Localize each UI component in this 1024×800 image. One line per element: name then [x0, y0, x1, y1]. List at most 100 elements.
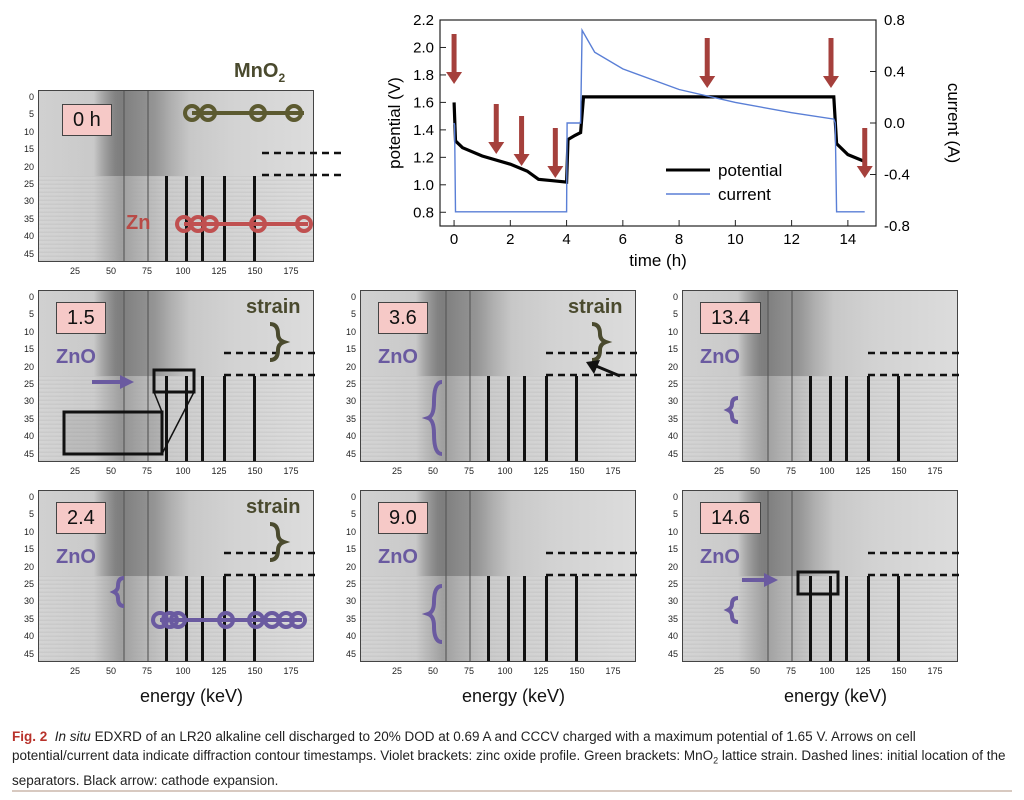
x-tick-label: 75 — [141, 266, 152, 276]
diffraction-contour — [38, 490, 314, 662]
timestamp-arrow-head — [822, 76, 839, 88]
timestamp-arrow-head — [488, 142, 505, 154]
zno-label: ZnO — [378, 546, 418, 568]
x-tick-label: 125 — [211, 266, 227, 276]
y-tick-label: 15 — [345, 344, 356, 355]
zno-label: ZnO — [56, 546, 96, 568]
y-tick-label: 15 — [23, 344, 34, 355]
y-tick-label: 10 — [345, 326, 356, 337]
x-tick-label: 8 — [675, 231, 683, 248]
series-line-current — [453, 27, 865, 213]
x-tick-label: 150 — [891, 666, 907, 676]
x-tick-label: 100 — [819, 466, 835, 476]
y-tick-label: 35 — [345, 413, 356, 424]
y2-tick-label: 0.0 — [884, 115, 905, 132]
time-label: 14.6 — [700, 502, 761, 534]
time-label: 1.5 — [56, 302, 106, 334]
annotation-overlay — [421, 322, 638, 456]
annotation-overlay — [62, 322, 316, 456]
y-tick-label: 25 — [23, 379, 34, 389]
y-tick-label: 0.8 — [413, 204, 434, 221]
y-tick-label: 0 — [672, 492, 678, 502]
x-tick-label: 25 — [69, 466, 80, 476]
x-tick-label: 100 — [175, 666, 191, 676]
caption-sub: 2 — [713, 755, 719, 766]
x-tick-label: 175 — [283, 666, 299, 676]
y-tick-label: 10 — [23, 126, 34, 137]
y-tick-label: 20 — [345, 561, 356, 572]
x-tick-label: 25 — [713, 666, 724, 676]
y-tick-label: 10 — [345, 526, 356, 537]
xaxis-title-1: energy (keV) — [140, 686, 244, 706]
y-tick-label: 5 — [28, 509, 34, 520]
caption-text-2: lattice strain. Dashed lines: initial lo… — [12, 748, 1006, 788]
y-tick-label: 1.6 — [413, 94, 434, 111]
x-tick-label: 50 — [105, 266, 116, 276]
y-tick-label: 5 — [350, 509, 356, 520]
series-line-potential — [452, 95, 866, 184]
y-tick-label: 30 — [345, 396, 356, 407]
x-tick-label: 125 — [211, 666, 227, 676]
y-tick-label: 45 — [667, 648, 678, 659]
x-tick-label: 150 — [569, 466, 585, 476]
y-tick-label: 20 — [667, 361, 678, 372]
time-label: 0 h — [62, 104, 112, 136]
y-tick-label: 40 — [667, 431, 678, 442]
y-tick-label: 0 — [672, 292, 678, 302]
timestamp-arrow-head — [547, 166, 564, 178]
y-tick-label: 5 — [672, 509, 678, 520]
y-tick-label: 25 — [667, 579, 678, 589]
y-tick-label: 30 — [23, 396, 34, 407]
x-tick-label: 175 — [605, 666, 621, 676]
y2-tick-label: 0.8 — [884, 12, 905, 29]
y-tick-label: 25 — [667, 379, 678, 389]
y-tick-label: 40 — [345, 431, 356, 442]
y-tick-label: 45 — [23, 448, 34, 459]
legend-label-potential: potential — [718, 161, 782, 180]
time-label: 13.4 — [700, 302, 761, 334]
y-tick-label: 40 — [345, 631, 356, 642]
y-tick-label: 40 — [23, 631, 34, 642]
x-tick-label: 175 — [927, 466, 943, 476]
y-tick-label: 30 — [345, 596, 356, 607]
zno-label: ZnO — [700, 346, 740, 368]
x-tick-label: 0 — [450, 231, 458, 248]
y-tick-label: 20 — [23, 161, 34, 172]
y-tick-label: 10 — [23, 526, 34, 537]
y-tick-label: 2.0 — [413, 39, 434, 56]
x-tick-label: 100 — [819, 666, 835, 676]
x-tick-label: 175 — [283, 466, 299, 476]
x-tick-label: 175 — [605, 466, 621, 476]
y-tick-label: 10 — [23, 326, 34, 337]
x-tick-label: 100 — [175, 266, 191, 276]
x-tick-label: 25 — [69, 266, 80, 276]
x-tick-label: 100 — [497, 466, 513, 476]
y-tick-label: 1.0 — [413, 177, 434, 194]
x-tick-label: 125 — [533, 466, 549, 476]
y-tick-label: 10 — [667, 526, 678, 537]
x-tick-label: 75 — [463, 666, 474, 676]
y-tick-label: 35 — [23, 213, 34, 224]
zno-label: ZnO — [700, 546, 740, 568]
plot-frame — [439, 19, 877, 227]
y-tick-label: 25 — [23, 179, 34, 189]
contour-panel-0h: 0 h MnO2 Zn 0 5 10 15 20 25 30 35 40 45 25 50 75 100 1… — [12, 60, 346, 280]
y-tick-label: 1.8 — [413, 67, 434, 84]
x-tick-label: 150 — [247, 466, 263, 476]
y-tick-label: 20 — [23, 561, 34, 572]
strain-label: strain — [246, 496, 301, 518]
x-tick-label: 50 — [427, 466, 438, 476]
annotation-overlay — [723, 351, 960, 424]
caption-rule — [12, 790, 1012, 792]
xaxis-title-2: energy (keV) — [462, 686, 566, 706]
time-label: 9.0 — [378, 502, 428, 534]
y-tick-label: 1.4 — [413, 122, 434, 139]
x-tick-label: 125 — [211, 466, 227, 476]
caption-label: Fig. 2 — [12, 729, 48, 744]
y-tick-label: 0 — [28, 92, 34, 102]
y-tick-label: 30 — [667, 396, 678, 407]
timestamp-arrow-head — [699, 76, 716, 88]
y-tick-label: 35 — [667, 413, 678, 424]
y-tick-label: 30 — [23, 196, 34, 207]
y2-tick-label: -0.8 — [884, 218, 910, 235]
